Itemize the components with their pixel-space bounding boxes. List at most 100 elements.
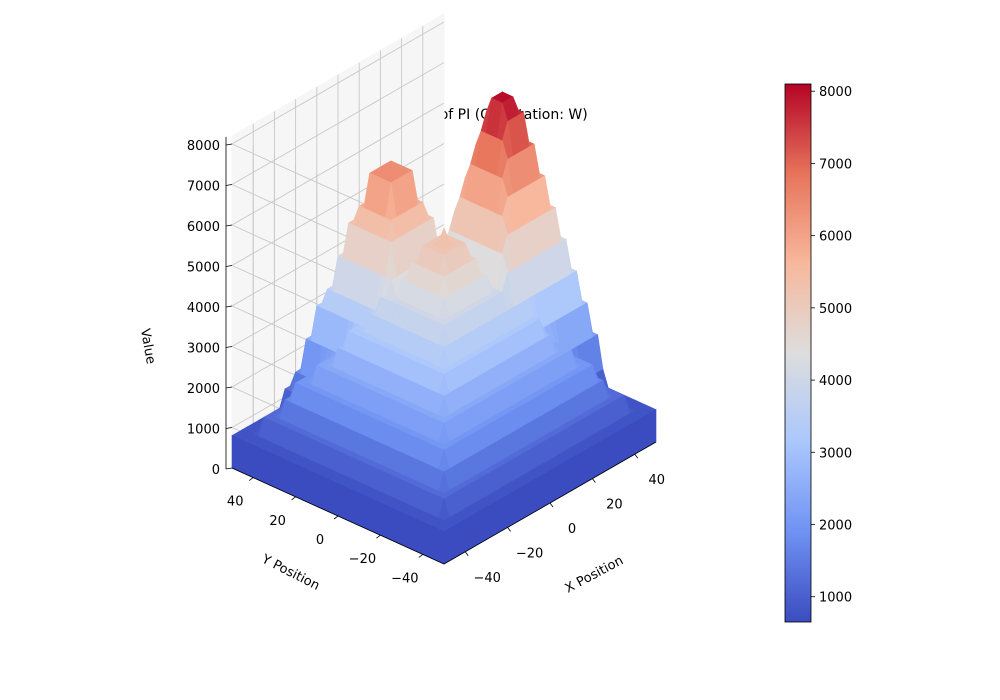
- surface-skirt-x: [486, 503, 493, 541]
- surface-skirt-x: [560, 460, 567, 498]
- surface-skirt-y: [337, 483, 344, 519]
- y-tick-label: 20: [269, 514, 286, 529]
- surface-skirt-y: [279, 456, 286, 493]
- surface-skirt-x: [602, 436, 609, 474]
- surface-skirt-y: [231, 435, 238, 471]
- surface-skirt-x: [586, 445, 593, 483]
- z-tick-label: 8000: [187, 139, 220, 154]
- surface-skirt-x: [496, 497, 503, 535]
- z-tick-mark: [225, 305, 233, 308]
- surface-skirt-y: [433, 526, 440, 563]
- surface-skirt-y: [258, 447, 265, 483]
- y-tick-mark: [333, 515, 339, 520]
- surface-skirt-x: [629, 421, 636, 458]
- surface-skirt-y: [300, 466, 307, 503]
- x-tick-label: −20: [516, 546, 543, 561]
- surface-skirt-x: [623, 424, 630, 461]
- surface-skirt-x: [448, 524, 455, 562]
- surface-skirt-x: [507, 491, 514, 528]
- surface-skirt-y: [321, 475, 328, 512]
- y-tick-mark: [291, 496, 296, 501]
- surface-skirt-y: [385, 504, 392, 541]
- z-tick-label: 6000: [187, 220, 220, 235]
- y-tick-mark: [248, 477, 254, 481]
- x-axis-label: X Position: [563, 553, 626, 596]
- surface-skirt-x: [443, 528, 450, 565]
- surface-skirt-y: [427, 523, 434, 560]
- surface-skirt-y: [411, 516, 418, 553]
- surface-skirt-x: [607, 433, 614, 470]
- surface-skirt-x: [454, 521, 461, 559]
- surface-skirt-x: [480, 506, 487, 544]
- surface-skirt-x: [634, 418, 641, 455]
- surface-skirt-x: [459, 518, 466, 556]
- surface-skirt-y: [438, 528, 445, 565]
- y-tick-label: 0: [316, 533, 324, 548]
- z-tick-label: 3000: [187, 342, 220, 357]
- axes-3d: −40 −20 0 20 40 −40 −20 0 20 40 0 1000 2000 3000 4000 5…: [187, 13, 665, 586]
- surface-skirt-y: [247, 442, 254, 479]
- surface-skirt-x: [528, 479, 535, 516]
- y-axis-label: Y Position: [258, 552, 322, 594]
- surface-skirt-x: [613, 430, 620, 467]
- z-tick-label: 4000: [187, 301, 220, 316]
- z-tick-mark: [225, 143, 233, 146]
- surface-skirt-x: [549, 467, 556, 504]
- surface-skirt-y: [358, 492, 365, 529]
- surface-skirt-y: [390, 507, 397, 543]
- surface-skirt-x: [570, 454, 577, 492]
- surface-skirt-y: [380, 502, 387, 539]
- colorbar-tick-label: 3000: [819, 446, 852, 461]
- surface-skirt-x: [554, 463, 561, 501]
- surface-skirt-y: [316, 473, 323, 510]
- y-tick-mark: [418, 554, 424, 558]
- colorbar-tick-label: 5000: [819, 302, 852, 317]
- surface-skirt-x: [475, 509, 482, 547]
- y-tick-mark: [376, 534, 381, 539]
- colorbar-tick-label: 7000: [819, 157, 852, 172]
- x-tick-label: 40: [649, 473, 666, 488]
- x-tick-mark: [592, 478, 596, 483]
- surface-skirt-y: [369, 497, 376, 534]
- surface-skirt-y: [348, 487, 355, 524]
- z-tick-label: 0: [212, 463, 220, 478]
- colorbar-tick-label: 1000: [819, 591, 852, 606]
- z-axis-label: Value: [137, 328, 158, 366]
- surface-skirt-y: [311, 471, 318, 507]
- tick-labels: −40 −20 0 20 40 −40 −20 0 20 40 0 1000 2000 3000 4000 5…: [187, 139, 665, 586]
- surface-skirt-x: [650, 409, 657, 446]
- z-tick-label: 7000: [187, 180, 220, 195]
- surface-skirt-x: [544, 470, 551, 507]
- y-tick-label: −40: [391, 571, 418, 586]
- surface-skirt-x: [470, 512, 477, 550]
- y-tick-label: −20: [349, 552, 376, 567]
- surface-skirt-x: [533, 476, 540, 513]
- surface-skirt-x: [645, 412, 652, 449]
- surface-skirt-x: [618, 427, 625, 464]
- surface-skirt-x: [581, 448, 588, 486]
- surface-skirt-y: [305, 468, 312, 505]
- z-tick-mark: [225, 386, 233, 389]
- surface-skirt-y: [422, 521, 429, 558]
- x-tick-mark: [464, 551, 469, 557]
- surface-skirt-y: [342, 485, 349, 522]
- surface-skirt-x: [597, 439, 604, 477]
- colorbar-gradient: [784, 83, 812, 623]
- surface-skirt-y: [374, 499, 381, 536]
- z-tick-mark: [225, 346, 233, 348]
- x-tick-mark: [634, 453, 639, 459]
- z-tick-mark: [225, 427, 233, 429]
- surface-skirt-x: [512, 488, 519, 525]
- surface-skirt-y: [364, 495, 371, 531]
- surface-skirt-x: [517, 485, 524, 522]
- surface-skirt-x: [639, 415, 646, 452]
- y-tick-label: 40: [227, 495, 244, 510]
- surface-skirt-y: [417, 519, 424, 555]
- surface-skirt-y: [252, 444, 259, 481]
- surface-skirt-y: [268, 451, 275, 488]
- surface-skirt-y: [263, 449, 270, 486]
- colorbar-tick-label: 6000: [819, 230, 852, 245]
- colorbar-tick-label: 2000: [819, 519, 852, 534]
- x-tick-mark: [507, 527, 511, 532]
- surface-skirt-x: [539, 473, 546, 510]
